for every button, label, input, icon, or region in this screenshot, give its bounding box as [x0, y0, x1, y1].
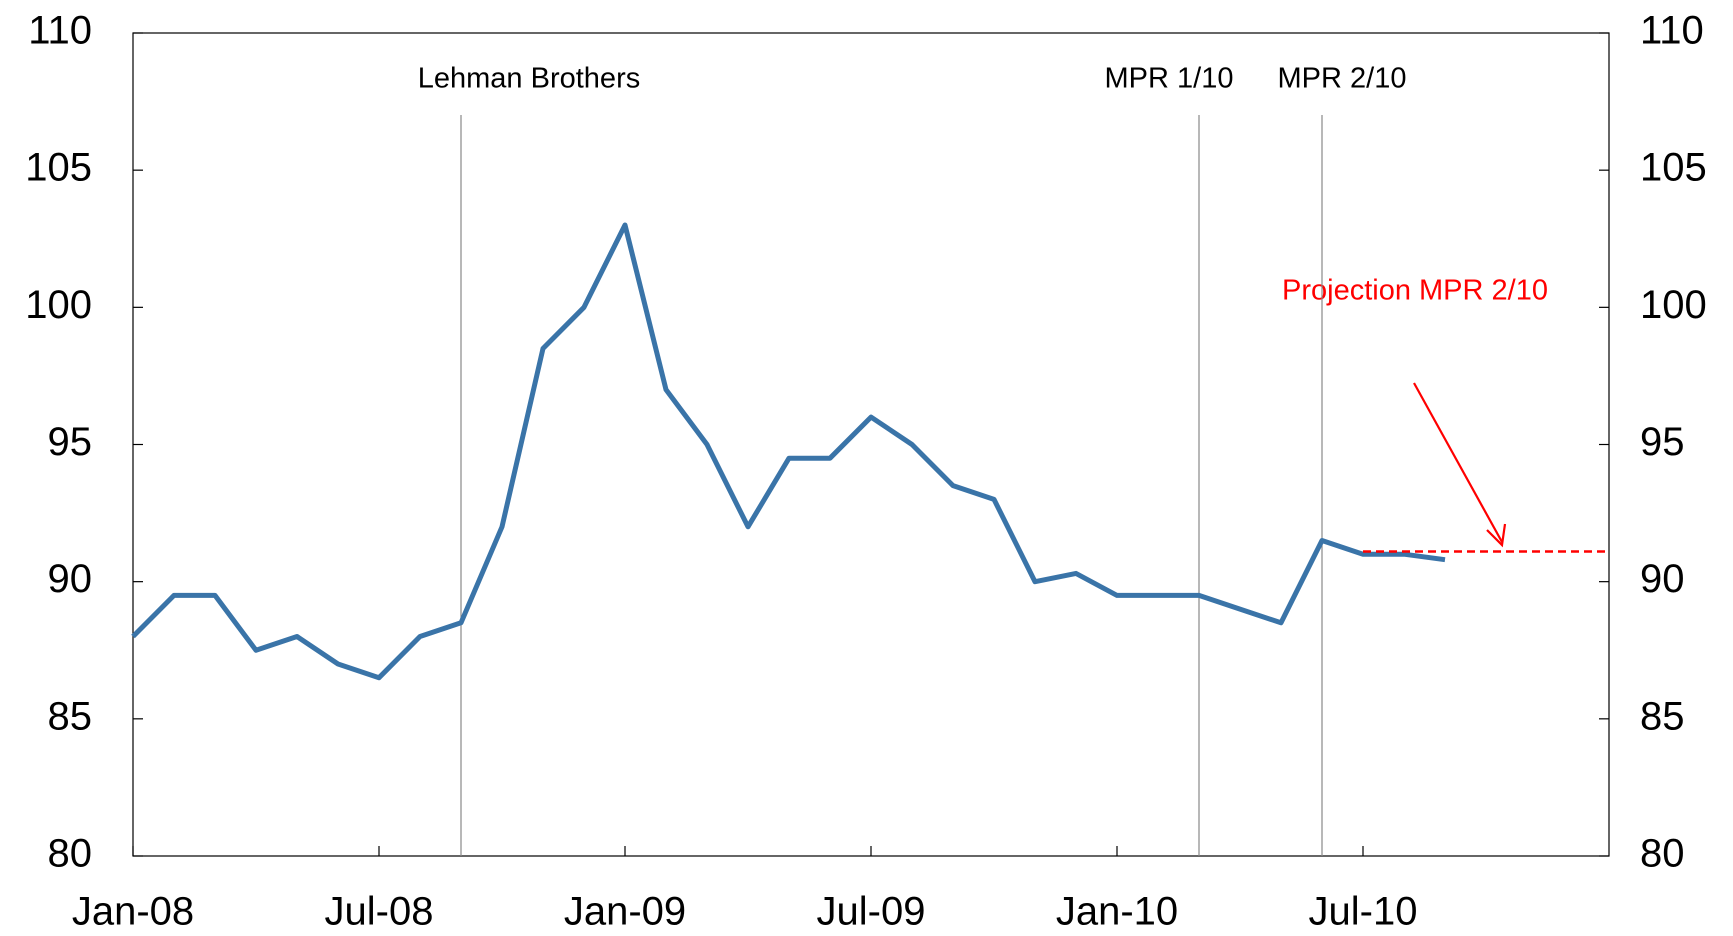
data-line	[131, 222, 1446, 681]
y-tick-label: 90	[48, 557, 93, 601]
y-tick-label: 110	[28, 9, 92, 53]
event-label: MPR 1/10	[1105, 63, 1234, 95]
x-tick-label: Jan-08	[72, 890, 194, 934]
y-tick-label: 80	[48, 832, 93, 876]
y2-tick-label: 85	[1640, 694, 1685, 738]
annotation-arrow	[1413, 382, 1503, 543]
y-tick-label: 95	[48, 420, 93, 464]
y-tick-label: 85	[48, 694, 93, 738]
y2-tick-label: 110	[1640, 9, 1704, 53]
x-tick-label: Jul-08	[325, 890, 434, 934]
y-tick-label: 100	[25, 283, 92, 327]
event-label: Lehman Brothers	[418, 63, 640, 95]
event-label: MPR 2/10	[1278, 63, 1407, 95]
annotation: Projection MPR 2/10	[1282, 275, 1548, 307]
x-tick-label: Jul-09	[817, 890, 926, 934]
y2-tick-label: 105	[1640, 146, 1707, 190]
annotation-arrowhead	[1486, 523, 1507, 548]
y2-tick-label: 95	[1640, 420, 1685, 464]
x-tick-label: Jan-09	[564, 890, 686, 934]
y2-tick-label: 100	[1640, 283, 1707, 327]
x-tick-label: Jan-10	[1056, 890, 1178, 934]
x-tick-label: Jul-10	[1309, 890, 1418, 934]
y2-tick-label: 90	[1640, 557, 1685, 601]
y-tick-label: 105	[25, 146, 92, 190]
plot-frame	[132, 32, 1610, 857]
y2-tick-label: 80	[1640, 832, 1685, 876]
